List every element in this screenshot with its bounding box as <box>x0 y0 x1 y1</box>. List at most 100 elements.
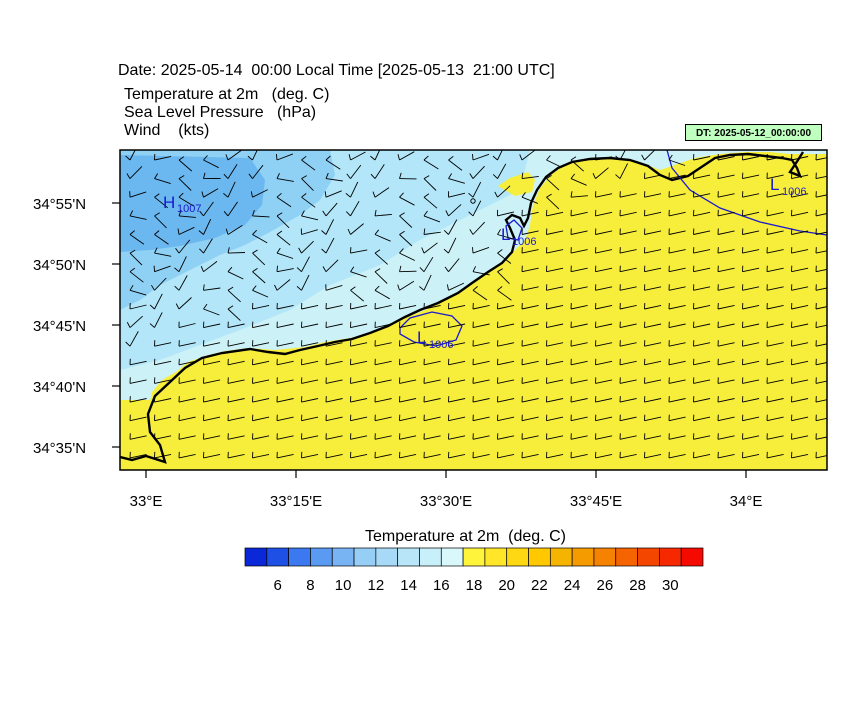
wind-barb <box>595 156 613 161</box>
colorbar-swatch <box>353 547 377 567</box>
wind-barb-feather <box>419 267 425 273</box>
wind-barb <box>595 267 613 273</box>
wind-barb <box>693 156 711 161</box>
wind-barb <box>497 342 515 347</box>
wind-barb <box>154 360 172 366</box>
wind-barb <box>668 230 686 235</box>
wind-barb <box>154 435 172 440</box>
wind-barb <box>374 234 391 242</box>
wind-barb <box>595 249 613 254</box>
wind-barb-feather <box>129 210 134 217</box>
wind-barb-feather <box>151 284 155 291</box>
wind-barb <box>154 293 163 310</box>
wind-barb <box>742 193 760 198</box>
wind-barb <box>521 196 539 204</box>
wind-barb <box>276 453 294 459</box>
wind-barb <box>178 239 191 254</box>
wind-barb <box>423 416 441 422</box>
wind-barb <box>472 153 490 161</box>
wind-barb <box>521 360 539 366</box>
wind-barb <box>619 304 637 310</box>
wind-barb <box>227 416 245 422</box>
wind-barb <box>350 435 368 440</box>
wind-barb <box>546 453 564 459</box>
wind-barb <box>546 379 564 384</box>
colorbar-swatch <box>462 547 486 567</box>
wind-barb-feather <box>129 284 134 291</box>
wind-barb <box>644 174 662 180</box>
colorbar-swatch <box>331 547 355 567</box>
wind-barb <box>178 342 196 347</box>
wind-barb <box>693 360 711 366</box>
wind-barb <box>154 277 167 291</box>
wind-barb <box>374 271 388 284</box>
colorbar-swatch <box>615 547 638 567</box>
wind-barb-feather <box>252 285 257 291</box>
wind-barb <box>668 193 686 198</box>
wind-barb-feather <box>570 156 577 161</box>
wind-barb <box>497 150 503 161</box>
wind-barb <box>791 230 809 235</box>
wind-barb <box>595 230 613 235</box>
wind-barb <box>129 234 145 245</box>
wind-barb <box>350 249 368 254</box>
wind-barb <box>570 342 588 347</box>
wind-barb <box>766 379 784 384</box>
wind-barb-feather <box>129 267 136 273</box>
wind-barb <box>693 416 711 422</box>
wind-barb <box>644 360 662 366</box>
wind-barb <box>350 453 368 459</box>
wind-barb-feather <box>448 156 454 161</box>
wind-barb <box>644 193 662 198</box>
wind-barb <box>399 196 415 206</box>
wind-barb <box>546 416 564 422</box>
wind-barb <box>399 280 415 291</box>
wind-barb-feather <box>348 154 351 161</box>
wind-barb <box>178 360 196 366</box>
wind-barb <box>252 435 270 440</box>
wind-barb <box>717 323 735 329</box>
wind-barb-feather <box>276 212 283 217</box>
colorbar-swatch <box>637 547 660 567</box>
wind-barb <box>129 166 143 179</box>
lat-label-3: 34°45'N <box>33 318 86 335</box>
wind-barb <box>766 435 784 440</box>
wind-barb <box>448 342 466 347</box>
wind-barb <box>423 379 441 384</box>
wind-barb <box>497 211 515 217</box>
wind-barb <box>791 453 809 459</box>
wind-barb <box>154 155 172 161</box>
wind-barb <box>374 164 385 179</box>
wind-barb <box>154 178 171 185</box>
wind-barb <box>325 284 343 291</box>
wind-barb <box>717 249 735 254</box>
wind-barb <box>448 159 463 171</box>
wind-barb <box>644 230 662 235</box>
wind-barb <box>742 323 760 329</box>
wind-barb <box>252 342 270 347</box>
wind-barb <box>178 398 196 403</box>
wind-barb <box>595 398 613 403</box>
wind-barb <box>350 181 359 198</box>
wind-barb-feather <box>374 268 381 273</box>
wind-barb <box>129 289 147 296</box>
wind-barb <box>619 193 637 198</box>
isobar-1006-east <box>666 150 827 236</box>
wind-barb <box>301 178 314 191</box>
wind-barb-feather <box>399 192 404 198</box>
wind-barb <box>497 163 507 179</box>
wind-barb <box>521 249 539 254</box>
wind-barb <box>497 252 512 264</box>
wind-barb <box>521 435 539 440</box>
wind-barb <box>301 196 316 208</box>
wind-barb <box>815 194 827 198</box>
wind-barb <box>203 159 219 169</box>
wind-barb <box>203 379 221 384</box>
wind-barb <box>448 258 460 272</box>
wind-barb <box>619 323 637 329</box>
wind-barb <box>693 453 711 459</box>
colorbar-swatch <box>419 547 442 567</box>
lon-label-5: 34°E <box>730 493 763 510</box>
wind-barb <box>227 225 243 235</box>
wind-barb <box>815 175 827 180</box>
